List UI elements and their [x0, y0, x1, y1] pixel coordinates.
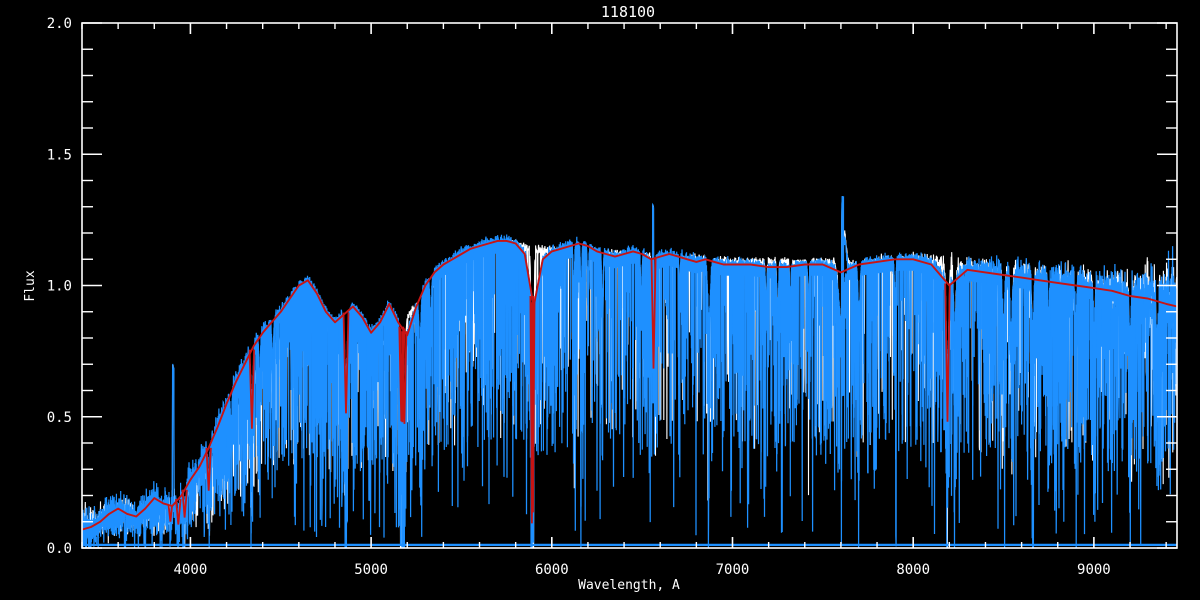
data-layer [82, 195, 1177, 548]
x-tick-label: 8000 [896, 562, 930, 578]
smooth-continuum-absorption-dips [167, 258, 951, 525]
y-tick-label: 0.0 [47, 541, 72, 557]
y-axis-label: Flux [23, 270, 38, 301]
model-spectrum-trace [82, 195, 1177, 548]
axis-tick-labels: 4000 5000 6000 7000 8000 9000 0.0 0.5 1.0 1.5 2.0 [47, 16, 1111, 578]
chart-title: 118100 [601, 3, 655, 21]
y-tick-label: 1.5 [47, 147, 72, 163]
smooth-continuum-trace [82, 239, 1177, 531]
y-tick-label: 0.5 [47, 410, 72, 426]
y-tick-label: 2.0 [47, 16, 72, 32]
x-tick-label: 9000 [1077, 562, 1111, 578]
axis-ticks [81, 22, 1177, 549]
x-tick-label: 6000 [535, 562, 569, 578]
x-tick-label: 5000 [354, 562, 388, 578]
y-tick-label: 1.0 [47, 279, 72, 295]
x-tick-label: 4000 [174, 562, 208, 578]
x-axis-label: Wavelength, A [578, 578, 680, 593]
series-smooth-continuum [82, 239, 1177, 531]
x-tick-label: 7000 [716, 562, 750, 578]
